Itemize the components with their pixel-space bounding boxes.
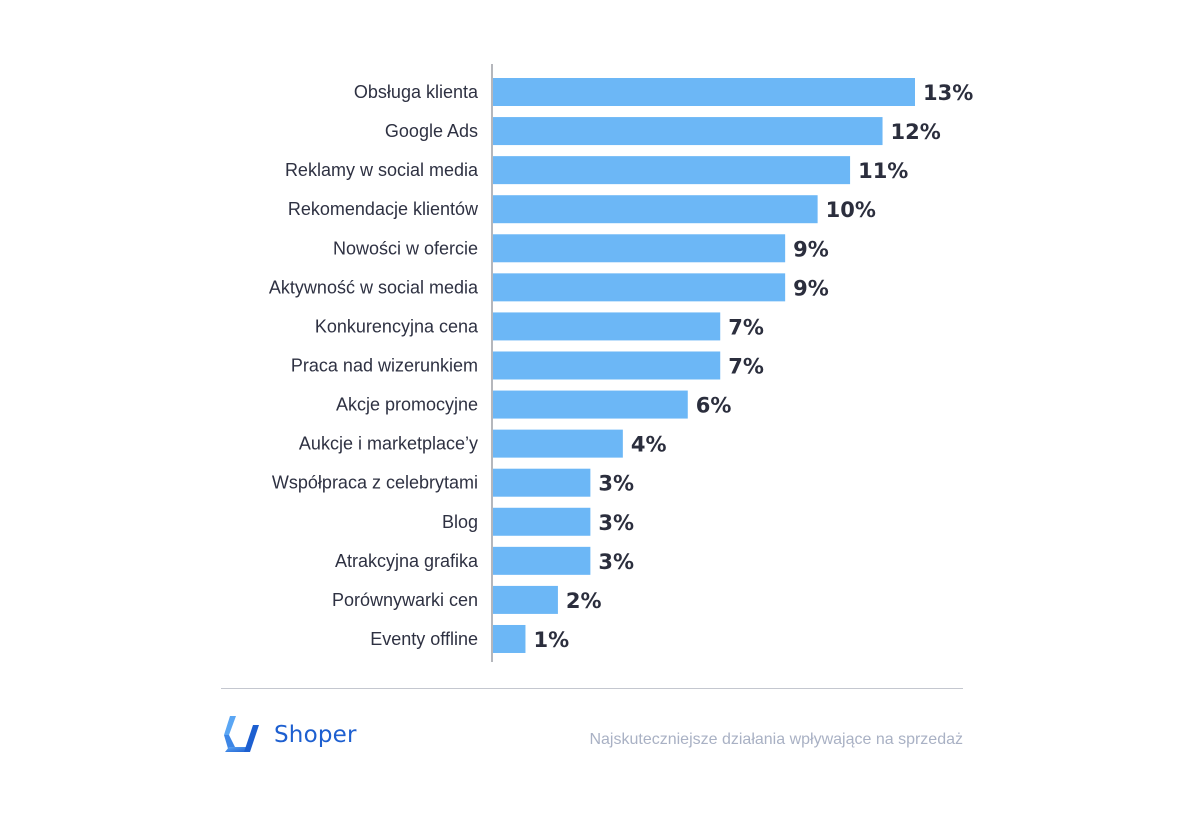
bar: [493, 507, 591, 536]
category-label: Atrakcyjna grafika: [335, 551, 479, 571]
value-label: 12%: [891, 120, 941, 144]
bar: [493, 78, 915, 106]
chart-caption: Najskuteczniejsze działania wpływające n…: [589, 731, 963, 748]
bars: [493, 78, 915, 653]
value-label: 7%: [728, 315, 764, 339]
category-label: Porównywarki cen: [332, 590, 478, 610]
category-label: Obsługa klienta: [354, 82, 479, 102]
value-label: 13%: [923, 81, 973, 105]
bar: [493, 429, 623, 458]
value-label: 11%: [858, 159, 908, 183]
category-label: Nowości w ofercie: [333, 238, 478, 258]
brand-name: Shoper: [274, 722, 357, 748]
category-label: Eventy offline: [370, 629, 478, 649]
value-label: 3%: [598, 472, 634, 496]
value-label: 9%: [793, 276, 829, 300]
bar: [493, 468, 591, 497]
category-label: Rekomendacje klientów: [288, 199, 479, 219]
bar: [493, 156, 851, 185]
shoper-logo-icon: [224, 716, 259, 752]
bar: [493, 117, 883, 146]
value-labels: 13% 12% 11% 10% 9% 9% 7% 7% 6% 4% 3% 3% 3% 2% 1%: [533, 81, 973, 652]
bar: [493, 195, 818, 224]
value-label: 2%: [566, 589, 602, 613]
category-label: Akcje promocyjne: [336, 395, 478, 415]
value-label: 1%: [533, 628, 569, 652]
bar: [493, 585, 558, 614]
brand: Shoper: [221, 714, 357, 756]
category-label: Współpraca z celebrytami: [272, 473, 478, 493]
value-label: 4%: [631, 433, 667, 457]
bar: [493, 312, 721, 341]
bar: [493, 234, 786, 263]
bar: [493, 273, 786, 302]
footer-divider: [221, 688, 963, 689]
value-label: 3%: [598, 511, 634, 535]
bar: [493, 546, 591, 575]
category-label: Aktywność w social media: [269, 277, 479, 297]
bar: [493, 624, 526, 653]
category-label: Praca nad wizerunkiem: [291, 355, 478, 375]
value-label: 9%: [793, 237, 829, 261]
category-labels: Obsługa klienta Google Ads Reklamy w socia…: [269, 82, 479, 649]
category-label: Blog: [442, 512, 478, 532]
value-label: 3%: [598, 550, 634, 574]
category-label: Aukcje i marketplace’y: [299, 434, 478, 454]
bar: [493, 351, 721, 380]
category-label: Konkurencyjna cena: [315, 316, 479, 336]
value-label: 7%: [728, 354, 764, 378]
value-label: 6%: [696, 394, 732, 418]
category-label: Google Ads: [385, 121, 478, 141]
value-label: 10%: [826, 198, 876, 222]
bar: [493, 390, 688, 419]
category-label: Reklamy w social media: [285, 160, 479, 180]
